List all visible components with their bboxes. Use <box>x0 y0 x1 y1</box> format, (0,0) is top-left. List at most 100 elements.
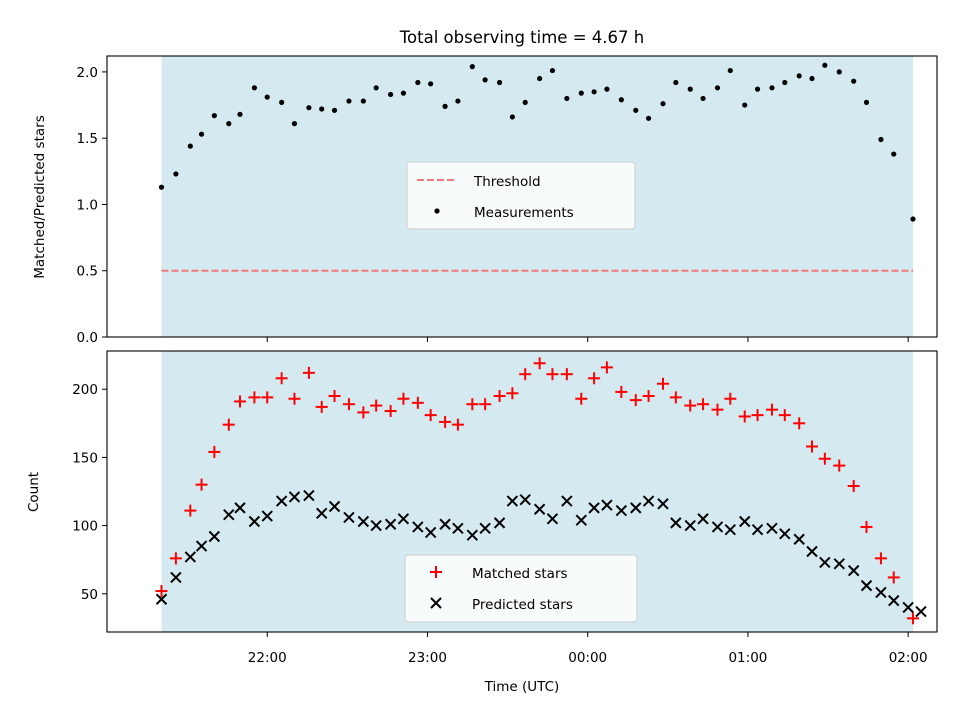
predicted-star-point <box>860 579 873 592</box>
x-axis-label: Time (UTC) <box>484 679 560 695</box>
predicted-star-point <box>684 519 696 532</box>
predicted-star-point <box>766 522 778 535</box>
predicted-star-point <box>751 523 764 536</box>
measurements-legend-swatch <box>434 208 440 214</box>
predicted-star-point <box>575 514 587 526</box>
predicted-star-point <box>601 499 613 511</box>
predicted-star-point <box>888 594 900 607</box>
matched-star-point <box>357 406 370 419</box>
measurement-point <box>279 99 285 105</box>
x-tick-label: 01:00 <box>728 650 767 666</box>
matched-legend-label: Matched stars <box>472 566 568 582</box>
matched-star-point <box>370 399 383 412</box>
predicted-star-point <box>739 515 751 528</box>
measurement-point <box>782 79 788 86</box>
chart-title: Total observing time = 4.67 h <box>399 28 644 47</box>
measurement-point <box>851 78 857 84</box>
count-legend-box <box>404 554 638 623</box>
predicted-star-point <box>519 493 531 506</box>
measurement-point <box>604 86 610 92</box>
measurement-point <box>863 99 870 105</box>
measurement-point <box>522 99 528 105</box>
matched-star-point <box>302 366 315 379</box>
matched-star-point <box>906 612 919 625</box>
measurement-point <box>415 79 421 86</box>
measurement-point <box>331 107 338 113</box>
matched-star-point <box>724 392 737 405</box>
predicted-star-point <box>588 502 600 514</box>
predicted-star-point <box>370 519 382 532</box>
predicted-legend-swatch <box>430 597 442 609</box>
predicted-star-point <box>915 605 927 618</box>
matched-stars-points <box>155 357 919 625</box>
measurement-point <box>428 81 434 87</box>
matched-star-point <box>697 398 710 411</box>
ratio-y-axis-label: Matched/Predicted stars <box>32 115 48 278</box>
threshold-legend-label: Threshold <box>473 174 541 190</box>
y-tick-label: 0.5 <box>77 264 98 280</box>
measurement-point <box>910 216 916 222</box>
matched-star-point <box>261 391 274 404</box>
measurement-point <box>578 90 584 96</box>
matched-star-point <box>411 396 424 409</box>
y-tick-label: 2.0 <box>77 65 98 81</box>
predicted-star-point <box>303 489 315 502</box>
matched-star-point <box>384 405 397 418</box>
matched-star-point <box>222 418 235 431</box>
y-tick-label: 100 <box>72 519 98 535</box>
matched-star-point <box>806 440 819 453</box>
measurement-point <box>319 106 325 112</box>
matched-star-point <box>451 418 464 431</box>
measurement-point <box>496 79 503 86</box>
measurement-point <box>878 136 884 143</box>
predicted-star-point <box>452 522 464 535</box>
predicted-star-point <box>466 529 479 541</box>
matched-star-point <box>519 368 532 381</box>
matched-star-point <box>751 409 764 422</box>
predicted-star-point <box>493 517 506 529</box>
measurement-point <box>836 69 842 75</box>
matched-star-point <box>342 398 355 411</box>
matched-star-point <box>397 392 410 405</box>
predicted-legend-label: Predicted stars <box>472 597 573 613</box>
count-x-axis-ticks: 22:00 23:00 00:00 01:00 02:00 <box>248 632 928 666</box>
predicted-star-point <box>343 511 355 524</box>
matched-star-point <box>818 452 831 465</box>
predicted-star-point <box>316 507 328 520</box>
matched-star-point <box>669 391 682 404</box>
matched-star-point <box>275 372 288 385</box>
matched-star-point <box>288 392 301 405</box>
matched-legend-swatch <box>430 566 442 578</box>
count-y-axis-label: Count <box>26 472 42 512</box>
y-tick-label: 0.0 <box>77 330 98 346</box>
predicted-star-point <box>234 502 246 514</box>
matched-star-point <box>546 368 559 381</box>
matched-star-point <box>738 410 751 423</box>
count-panel: 50 100 150 200 22:00 23:00 00:00 01:00 02:00 Co… <box>26 350 938 666</box>
matched-star-point <box>874 552 887 565</box>
measurement-point <box>822 62 828 68</box>
ratio-legend: Threshold Measurements <box>406 161 636 230</box>
matched-star-point <box>155 585 168 598</box>
predicted-star-point <box>155 593 168 605</box>
predicted-star-point <box>275 495 288 507</box>
y-tick-label: 50 <box>81 587 98 603</box>
measurements-legend-label: Measurements <box>474 205 574 221</box>
measurement-point <box>264 94 270 100</box>
measurement-point <box>660 101 666 107</box>
measurement-point <box>537 75 543 82</box>
predicted-star-point <box>248 515 261 528</box>
matched-star-point <box>493 390 506 403</box>
predicted-star-point <box>397 513 410 525</box>
ratio-legend-box <box>406 161 636 230</box>
measurement-point <box>754 86 761 92</box>
measurement-point <box>509 114 515 120</box>
measurement-point <box>891 151 897 157</box>
predicted-star-point <box>561 495 573 507</box>
measurement-point <box>187 143 193 149</box>
measurement-point <box>306 105 312 111</box>
measurement-point <box>618 97 624 103</box>
matched-star-point <box>466 398 479 411</box>
measurement-point <box>549 67 556 74</box>
